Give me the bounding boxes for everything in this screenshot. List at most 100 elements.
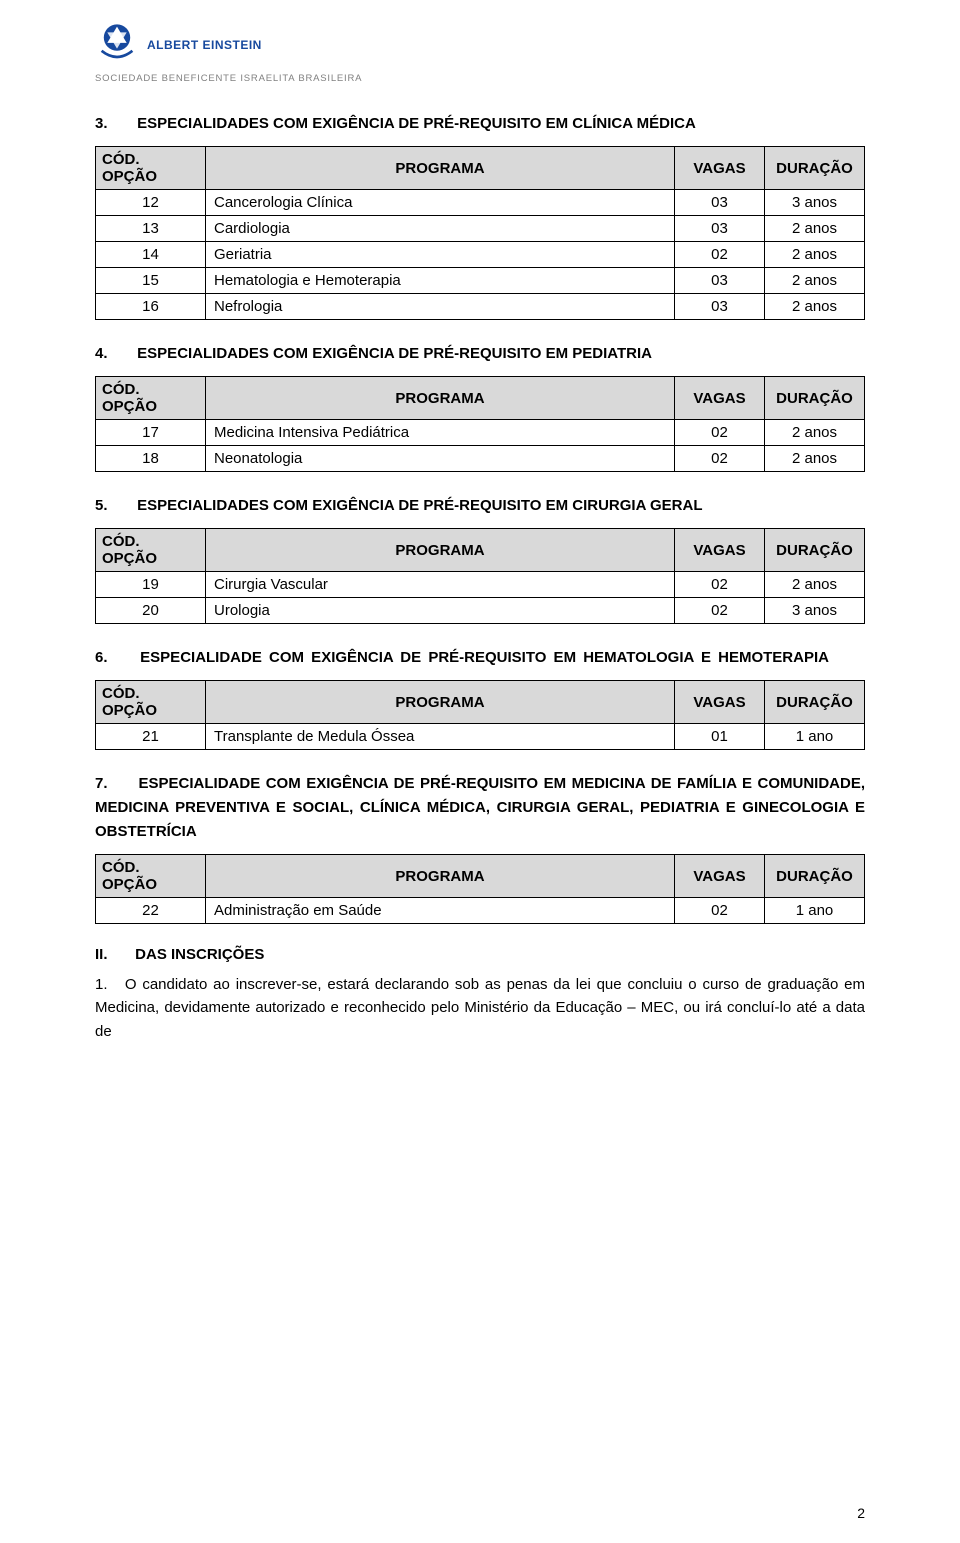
cell-dur: 2 anos — [765, 268, 865, 294]
cell-vagas: 03 — [675, 294, 765, 320]
cell-cod: 15 — [96, 268, 206, 294]
cell-cod: 18 — [96, 446, 206, 472]
section-number: 6. — [95, 646, 133, 670]
cell-cod: 12 — [96, 190, 206, 216]
specialties-table: CÓD. OPÇÃOPROGRAMAVAGASDURAÇÃO19Cirurgia… — [95, 528, 865, 624]
cell-vagas: 03 — [675, 216, 765, 242]
col-header-duracao: DURAÇÃO — [765, 147, 865, 190]
table-row: 12Cancerologia Clínica033 anos — [96, 190, 865, 216]
col-header-cod: CÓD. OPÇÃO — [96, 377, 206, 420]
table-row: 17Medicina Intensiva Pediátrica022 anos — [96, 420, 865, 446]
table-row: 13Cardiologia032 anos — [96, 216, 865, 242]
page-number: 2 — [857, 1505, 865, 1521]
cell-prog: Cirurgia Vascular — [206, 572, 675, 598]
inscricoes-heading: II. DAS INSCRIÇÕES — [95, 946, 865, 963]
cell-vagas: 02 — [675, 420, 765, 446]
specialties-table: CÓD. OPÇÃOPROGRAMAVAGASDURAÇÃO22Administ… — [95, 854, 865, 924]
col-header-cod: CÓD. OPÇÃO — [96, 855, 206, 898]
inscricoes-title: DAS INSCRIÇÕES — [135, 946, 264, 963]
cell-dur: 2 anos — [765, 446, 865, 472]
col-header-programa: PROGRAMA — [206, 529, 675, 572]
org-logo-block: ALBERT EINSTEIN SOCIEDADE BENEFICENTE IS… — [95, 20, 865, 84]
inscricoes-para-text: O candidato ao inscrever-se, estará decl… — [95, 976, 865, 1040]
section-title: ESPECIALIDADES COM EXIGÊNCIA DE PRÉ-REQU… — [137, 497, 702, 514]
cell-cod: 13 — [96, 216, 206, 242]
col-header-vagas: VAGAS — [675, 147, 765, 190]
col-header-duracao: DURAÇÃO — [765, 681, 865, 724]
inscricoes-para-num: 1. — [95, 973, 119, 996]
section-title: ESPECIALIDADES COM EXIGÊNCIA DE PRÉ-REQU… — [137, 115, 696, 132]
section-title: ESPECIALIDADES COM EXIGÊNCIA DE PRÉ-REQU… — [137, 345, 652, 362]
section-title: ESPECIALIDADE COM EXIGÊNCIA DE PRÉ-REQUI… — [95, 775, 865, 840]
table-row: 21Transplante de Medula Óssea011 ano — [96, 724, 865, 750]
col-header-duracao: DURAÇÃO — [765, 377, 865, 420]
cell-vagas: 03 — [675, 190, 765, 216]
logo-title: ALBERT EINSTEIN — [147, 39, 262, 51]
section-heading: 6. ESPECIALIDADE COM EXIGÊNCIA DE PRÉ-RE… — [95, 646, 865, 670]
cell-prog: Geriatria — [206, 242, 675, 268]
specialties-table: CÓD. OPÇÃOPROGRAMAVAGASDURAÇÃO12Cancerol… — [95, 146, 865, 320]
cell-cod: 16 — [96, 294, 206, 320]
cell-prog: Nefrologia — [206, 294, 675, 320]
section-number: 7. — [95, 772, 133, 796]
cell-prog: Neonatologia — [206, 446, 675, 472]
cell-cod: 20 — [96, 598, 206, 624]
col-header-duracao: DURAÇÃO — [765, 529, 865, 572]
cell-dur: 2 anos — [765, 420, 865, 446]
table-row: 19Cirurgia Vascular022 anos — [96, 572, 865, 598]
table-row: 20Urologia023 anos — [96, 598, 865, 624]
cell-dur: 2 anos — [765, 294, 865, 320]
cell-prog: Hematologia e Hemoterapia — [206, 268, 675, 294]
cell-prog: Administração em Saúde — [206, 898, 675, 924]
table-row: 14Geriatria022 anos — [96, 242, 865, 268]
col-header-cod: CÓD. OPÇÃO — [96, 681, 206, 724]
cell-prog: Transplante de Medula Óssea — [206, 724, 675, 750]
col-header-cod: CÓD. OPÇÃO — [96, 529, 206, 572]
section-number: 3. — [95, 112, 133, 136]
cell-dur: 1 ano — [765, 898, 865, 924]
table-row: 22Administração em Saúde021 ano — [96, 898, 865, 924]
col-header-vagas: VAGAS — [675, 681, 765, 724]
cell-vagas: 02 — [675, 598, 765, 624]
cell-vagas: 01 — [675, 724, 765, 750]
col-header-programa: PROGRAMA — [206, 377, 675, 420]
section-heading: 3. ESPECIALIDADES COM EXIGÊNCIA DE PRÉ-R… — [95, 112, 865, 136]
section-heading: 7. ESPECIALIDADE COM EXIGÊNCIA DE PRÉ-RE… — [95, 772, 865, 844]
logo-icon — [95, 20, 139, 69]
cell-dur: 3 anos — [765, 190, 865, 216]
table-row: 18Neonatologia022 anos — [96, 446, 865, 472]
cell-prog: Medicina Intensiva Pediátrica — [206, 420, 675, 446]
cell-vagas: 02 — [675, 572, 765, 598]
inscricoes-roman: II. — [95, 946, 131, 963]
cell-vagas: 02 — [675, 446, 765, 472]
cell-cod: 17 — [96, 420, 206, 446]
table-row: 15Hematologia e Hemoterapia032 anos — [96, 268, 865, 294]
col-header-vagas: VAGAS — [675, 529, 765, 572]
col-header-programa: PROGRAMA — [206, 681, 675, 724]
section-heading: 5. ESPECIALIDADES COM EXIGÊNCIA DE PRÉ-R… — [95, 494, 865, 518]
cell-cod: 19 — [96, 572, 206, 598]
cell-dur: 3 anos — [765, 598, 865, 624]
specialties-table: CÓD. OPÇÃOPROGRAMAVAGASDURAÇÃO21Transpla… — [95, 680, 865, 750]
table-row: 16Nefrologia032 anos — [96, 294, 865, 320]
logo-subtitle: SOCIEDADE BENEFICENTE ISRAELITA BRASILEI… — [95, 73, 865, 84]
col-header-cod: CÓD. OPÇÃO — [96, 147, 206, 190]
cell-vagas: 02 — [675, 898, 765, 924]
cell-cod: 21 — [96, 724, 206, 750]
col-header-programa: PROGRAMA — [206, 147, 675, 190]
cell-cod: 22 — [96, 898, 206, 924]
cell-dur: 1 ano — [765, 724, 865, 750]
cell-prog: Urologia — [206, 598, 675, 624]
cell-cod: 14 — [96, 242, 206, 268]
cell-prog: Cancerologia Clínica — [206, 190, 675, 216]
cell-prog: Cardiologia — [206, 216, 675, 242]
section-number: 4. — [95, 342, 133, 366]
cell-dur: 2 anos — [765, 572, 865, 598]
section-heading: 4. ESPECIALIDADES COM EXIGÊNCIA DE PRÉ-R… — [95, 342, 865, 366]
cell-vagas: 03 — [675, 268, 765, 294]
cell-vagas: 02 — [675, 242, 765, 268]
col-header-vagas: VAGAS — [675, 377, 765, 420]
cell-dur: 2 anos — [765, 216, 865, 242]
section-number: 5. — [95, 494, 133, 518]
inscricoes-paragraph: 1. O candidato ao inscrever-se, estará d… — [95, 973, 865, 1043]
